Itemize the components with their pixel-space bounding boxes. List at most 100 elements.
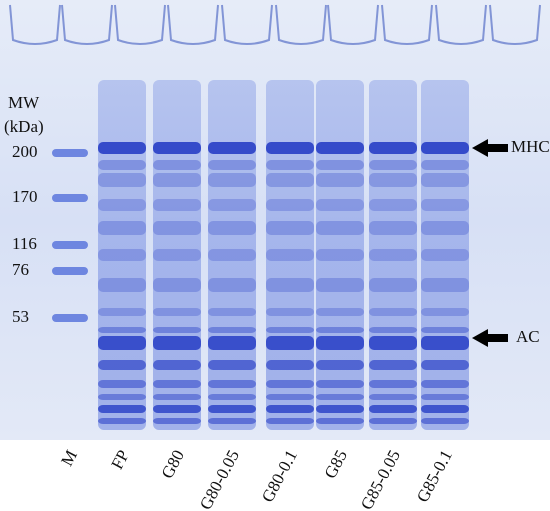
band <box>208 418 256 424</box>
band <box>316 336 364 350</box>
well <box>61 4 113 45</box>
band <box>369 249 417 261</box>
band <box>153 278 201 292</box>
band <box>316 221 364 235</box>
band <box>266 336 314 350</box>
band <box>421 278 469 292</box>
marker-band <box>52 241 88 249</box>
band <box>153 173 201 187</box>
band <box>316 418 364 424</box>
band <box>421 327 469 333</box>
band <box>421 142 469 154</box>
band <box>153 336 201 350</box>
band <box>421 380 469 388</box>
band <box>98 380 146 388</box>
band <box>266 418 314 424</box>
arrow <box>472 329 508 347</box>
band-annotation: MHC <box>511 137 550 156</box>
band <box>369 199 417 211</box>
well <box>9 4 61 45</box>
marker-label: 116 <box>12 234 37 253</box>
band <box>208 308 256 316</box>
band <box>266 380 314 388</box>
band <box>208 394 256 400</box>
band <box>316 142 364 154</box>
well <box>381 4 433 45</box>
band <box>421 308 469 316</box>
band <box>316 308 364 316</box>
band <box>421 405 469 413</box>
band <box>266 173 314 187</box>
well <box>221 4 273 45</box>
well <box>275 4 327 45</box>
band <box>98 308 146 316</box>
band <box>153 405 201 413</box>
band <box>369 360 417 370</box>
wells <box>9 4 541 45</box>
marker-label: 53 <box>12 307 29 326</box>
band <box>369 278 417 292</box>
band <box>153 380 201 388</box>
band <box>369 173 417 187</box>
band <box>208 249 256 261</box>
band <box>208 160 256 170</box>
band <box>98 327 146 333</box>
band <box>421 360 469 370</box>
band <box>266 278 314 292</box>
band <box>369 327 417 333</box>
band <box>153 418 201 424</box>
band <box>153 308 201 316</box>
band <box>316 380 364 388</box>
band <box>266 221 314 235</box>
band <box>316 327 364 333</box>
band <box>208 380 256 388</box>
band <box>266 142 314 154</box>
label-area <box>0 440 550 511</box>
band <box>153 327 201 333</box>
band <box>316 249 364 261</box>
band <box>153 160 201 170</box>
band <box>266 308 314 316</box>
band <box>369 380 417 388</box>
band <box>153 142 201 154</box>
marker-label: 200 <box>12 142 38 161</box>
band <box>421 394 469 400</box>
band <box>421 160 469 170</box>
band <box>316 360 364 370</box>
band <box>421 418 469 424</box>
band <box>266 249 314 261</box>
marker-label: 170 <box>12 187 38 206</box>
band <box>98 418 146 424</box>
band <box>98 160 146 170</box>
band <box>208 142 256 154</box>
marker-band <box>52 194 88 202</box>
band <box>316 173 364 187</box>
band <box>316 394 364 400</box>
mw-label: MW <box>8 93 40 112</box>
band <box>98 278 146 292</box>
band <box>369 160 417 170</box>
band <box>316 405 364 413</box>
band <box>153 221 201 235</box>
well <box>114 4 166 45</box>
band <box>421 249 469 261</box>
well <box>327 4 379 45</box>
band <box>369 142 417 154</box>
band <box>98 221 146 235</box>
band <box>369 418 417 424</box>
marker-band <box>52 267 88 275</box>
marker-band <box>52 314 88 322</box>
band <box>421 173 469 187</box>
band <box>98 336 146 350</box>
band <box>316 278 364 292</box>
band <box>98 249 146 261</box>
band <box>316 160 364 170</box>
arrow <box>472 139 508 157</box>
band <box>421 221 469 235</box>
band <box>421 199 469 211</box>
band <box>266 199 314 211</box>
band <box>208 360 256 370</box>
band <box>266 327 314 333</box>
band <box>98 173 146 187</box>
